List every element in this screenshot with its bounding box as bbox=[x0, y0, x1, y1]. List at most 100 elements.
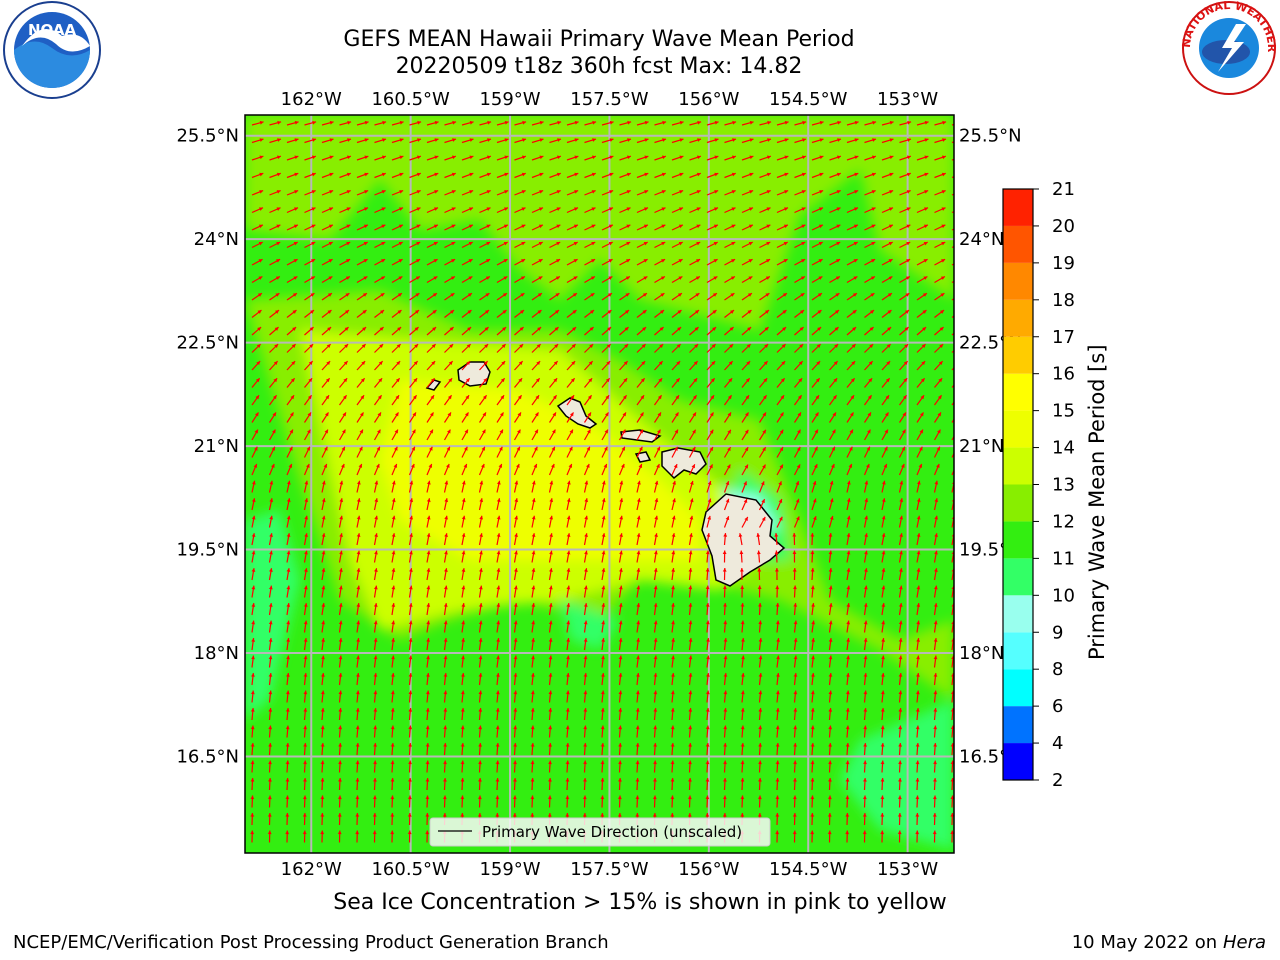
arrow-head bbox=[916, 603, 921, 607]
arrow-head bbox=[408, 585, 413, 590]
arrow-head bbox=[705, 795, 710, 800]
arrow-head bbox=[551, 446, 555, 451]
arrow-head bbox=[338, 585, 343, 590]
colorbar-tick-label: 21 bbox=[1052, 179, 1075, 200]
arrow-head bbox=[758, 778, 762, 782]
arrow-head bbox=[765, 276, 770, 280]
arrow-head bbox=[460, 760, 465, 765]
colorbar-box bbox=[1003, 225, 1033, 263]
arrow-head bbox=[814, 446, 818, 451]
colorbar-box bbox=[1003, 373, 1033, 411]
arrow-head bbox=[289, 446, 293, 451]
arrow-head bbox=[888, 259, 893, 263]
arrow-head bbox=[379, 327, 384, 331]
arrow-head bbox=[591, 207, 596, 211]
colorbar-box bbox=[1003, 262, 1033, 300]
arrow-head bbox=[329, 138, 334, 142]
arrow-head bbox=[499, 429, 503, 434]
arrow-head bbox=[864, 550, 868, 555]
arrow-head bbox=[915, 708, 920, 712]
arrow-head bbox=[394, 412, 399, 417]
arrow-head bbox=[477, 813, 482, 817]
arrow-head bbox=[531, 515, 536, 520]
arrow-head bbox=[363, 259, 368, 263]
arrow-head bbox=[941, 190, 946, 194]
arrow-head bbox=[548, 585, 553, 590]
arrow-head bbox=[373, 690, 378, 695]
arrow-head bbox=[618, 708, 623, 712]
arrow-head bbox=[516, 446, 520, 451]
arrow-head bbox=[763, 361, 768, 366]
arrow-head bbox=[251, 603, 256, 607]
arrow-head bbox=[653, 655, 658, 660]
arrow-head bbox=[461, 603, 466, 607]
arrow-head bbox=[308, 361, 313, 366]
arrow-head bbox=[539, 138, 544, 142]
arrow-head bbox=[478, 778, 482, 782]
arrow-head bbox=[758, 743, 763, 747]
arrow-head bbox=[728, 378, 733, 383]
arrow-head bbox=[764, 344, 769, 348]
arrow-head bbox=[294, 207, 299, 211]
arrow-head bbox=[426, 603, 431, 607]
arrow-head bbox=[740, 603, 745, 607]
arrow-head bbox=[530, 760, 535, 765]
arrow-head bbox=[408, 603, 413, 607]
arrow-head bbox=[355, 778, 360, 782]
arrow-head bbox=[618, 585, 623, 590]
arrow-head bbox=[898, 690, 903, 695]
arrow-head bbox=[658, 361, 663, 366]
arrow-head bbox=[933, 725, 938, 730]
arrow-head bbox=[697, 120, 702, 125]
arrow-head bbox=[801, 259, 806, 263]
arrow-head bbox=[801, 207, 806, 211]
arrow-head bbox=[899, 568, 903, 572]
arrow-head bbox=[775, 568, 779, 572]
arrow-head bbox=[548, 760, 552, 765]
arrow-head bbox=[937, 395, 942, 400]
arrow-head bbox=[338, 673, 343, 677]
arrow-head bbox=[450, 293, 455, 297]
footer-date: 10 May 2022 on Hera bbox=[1072, 932, 1266, 953]
arrow-head bbox=[902, 429, 906, 434]
arrow-head bbox=[443, 725, 448, 730]
arrow-head bbox=[513, 585, 518, 590]
arrow-head bbox=[416, 241, 421, 246]
arrow-head bbox=[469, 138, 474, 142]
arrow-head bbox=[906, 259, 911, 263]
arrow-head bbox=[589, 327, 594, 331]
arrow-head bbox=[621, 446, 625, 451]
arrow-head bbox=[706, 673, 710, 677]
arrow-head bbox=[906, 207, 911, 211]
arrow-head bbox=[254, 429, 258, 434]
arrow-head bbox=[810, 690, 815, 695]
arrow-head bbox=[486, 224, 491, 229]
arrow-head bbox=[675, 395, 680, 400]
arrow-head bbox=[714, 155, 719, 160]
arrow-head bbox=[267, 830, 272, 835]
arrow-head bbox=[907, 120, 912, 125]
arrow-head bbox=[845, 830, 850, 835]
arrow-head bbox=[434, 207, 439, 211]
arrow-head bbox=[711, 344, 716, 348]
arrow-head bbox=[530, 795, 535, 800]
arrow-head bbox=[303, 638, 308, 642]
arrow-head bbox=[520, 276, 525, 280]
arrow-head bbox=[798, 361, 803, 366]
lon-tick-label-top: 156°W bbox=[678, 89, 739, 110]
arrow-head bbox=[391, 568, 396, 572]
arrow-head bbox=[286, 533, 291, 538]
arrow-head bbox=[811, 620, 816, 625]
arrow-head bbox=[496, 585, 501, 590]
arrow-head bbox=[722, 568, 727, 572]
arrow-head bbox=[898, 603, 903, 607]
arrow-head bbox=[360, 395, 365, 400]
arrow-head bbox=[775, 795, 780, 800]
arrow-head bbox=[678, 259, 683, 263]
arrow-head bbox=[251, 550, 256, 555]
arrow-head bbox=[747, 293, 752, 297]
arrow-head bbox=[569, 446, 573, 451]
arrow-head bbox=[443, 708, 448, 712]
arrow-head bbox=[347, 120, 352, 125]
colorbar-box bbox=[1003, 336, 1033, 374]
